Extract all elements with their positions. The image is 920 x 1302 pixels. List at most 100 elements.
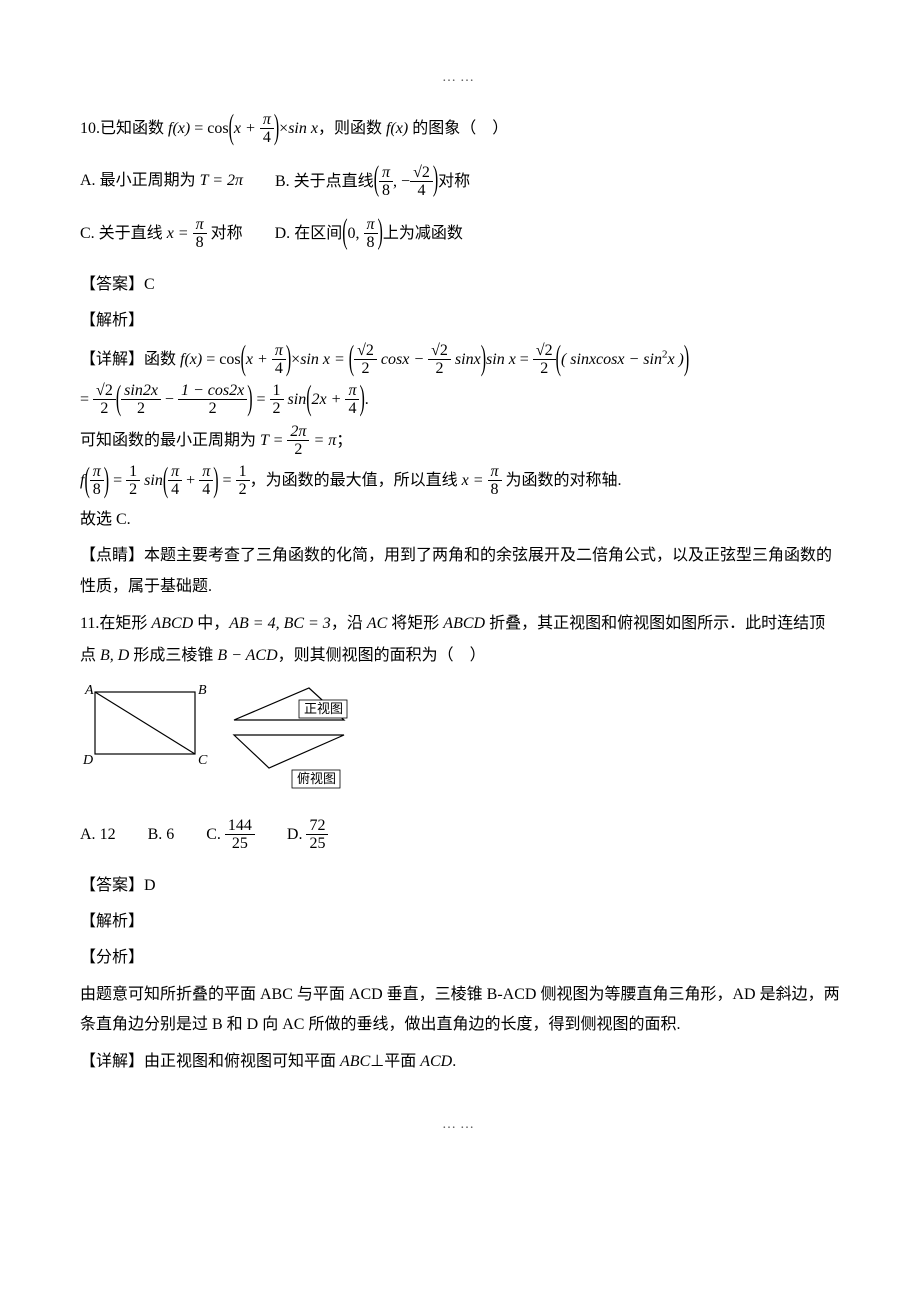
detail-pre: 函数 <box>144 351 180 368</box>
fx2: f(x) <box>386 120 408 137</box>
optC-text: 关于直线 <box>99 225 167 242</box>
q11-d: 将矩形 <box>387 615 443 632</box>
fx3: f(x) <box>180 351 202 368</box>
s2cd: 2 <box>270 400 284 418</box>
q10-dian: 【点睛】本题主要考查了三角函数的化简，用到了两角和的余弦展开及二倍角公式，以及正… <box>80 541 840 602</box>
f8-xeq: x = <box>462 472 488 489</box>
q10-options-row1: A. 最小正周期为 T = 2π B. 关于点直线(π8, −√24)对称 <box>80 165 840 200</box>
optD-bnum: π <box>364 217 378 234</box>
q11-stem: 11.在矩形 ABCD 中，AB = 4, BC = 3，沿 AC 将矩形 AB… <box>80 608 840 672</box>
r2dd: 2 <box>93 400 116 418</box>
bottom-ellipsis: …… <box>80 1117 840 1133</box>
optA-T: T = 2π <box>200 172 243 189</box>
q11-optD-label: D. <box>287 826 307 843</box>
optC-tail: 对称 <box>207 225 243 242</box>
period-eq: = π <box>309 432 336 449</box>
q11-optA-v: 12 <box>100 826 116 843</box>
q11-ans-label: 【答案】 <box>80 877 144 894</box>
s2bd: 2 <box>178 400 247 418</box>
s1-paren: ( sinxcosx − sin <box>561 351 662 368</box>
rparen: ) <box>274 94 279 164</box>
dian-text: 本题主要考查了三角函数的化简，用到了两角和的余弦展开及二倍角公式，以及正弦型三角… <box>80 547 832 594</box>
f8hd: 2 <box>126 481 140 499</box>
sinx: sin x <box>288 120 318 137</box>
r2d: √2 <box>93 383 116 400</box>
q10-post: 的图象（ ） <box>408 120 508 137</box>
rect-abcd-figure: A B C D <box>80 680 210 775</box>
optC-den: 8 <box>193 234 207 252</box>
q11-optB-v: 6 <box>166 826 174 843</box>
s1-times: × <box>291 351 300 368</box>
f8bd: 4 <box>199 481 213 499</box>
dian-label: 【点睛】 <box>80 547 144 564</box>
q10-jiexi: 【解析】 <box>80 306 840 336</box>
q11-detail-c: . <box>452 1053 456 1070</box>
f8d: 8 <box>90 481 104 499</box>
r2bd: 2 <box>428 360 451 378</box>
q11-f: 形成三棱锥 <box>129 647 217 664</box>
top-label: 俯视图 <box>297 771 336 786</box>
q11-optB-label: B. <box>148 826 167 843</box>
r2b: √2 <box>428 343 451 360</box>
optC-label: C. <box>80 225 99 242</box>
q11dn: 72 <box>306 818 328 835</box>
optB-xnum: π <box>379 165 393 182</box>
q10-period: 可知函数的最小正周期为 T = 2π2 = π； <box>80 424 840 459</box>
q11-optA-label: A. <box>80 826 100 843</box>
q10-mid: ，则函数 <box>318 120 386 137</box>
optD-a: 0 <box>348 225 356 242</box>
q11-detail-b: 平面 <box>384 1053 420 1070</box>
s2ad: 2 <box>121 400 161 418</box>
q10-answer: 【答案】C <box>80 270 840 300</box>
q11-fenxi-label: 【分析】 <box>80 943 840 973</box>
q11-figures: A B C D 正视图 俯视图 <box>80 680 840 800</box>
q11-answer: 【答案】D <box>80 871 840 901</box>
q11-optC-label: C. <box>206 826 225 843</box>
s2a: sin2x <box>121 383 161 400</box>
f8-eq1: = <box>109 472 126 489</box>
q10-optA: A. 最小正周期为 T = 2π <box>80 167 243 196</box>
s2c: 1 <box>270 383 284 400</box>
AC: AC <box>367 615 387 632</box>
f8-tail-b: 为函数的对称轴. <box>502 472 622 489</box>
q10-optB: B. 关于点直线(π8, −√24)对称 <box>275 165 470 200</box>
perp: ⊥ <box>370 1053 384 1070</box>
ABC: ABC <box>340 1053 370 1070</box>
f8hn: 1 <box>126 464 140 481</box>
optB-rp: ) <box>433 150 438 213</box>
q10-detail-2: = √22(sin2x2 − 1 − cos2x2) = 12 sin(2x +… <box>80 383 840 418</box>
q11-optB: B. 6 <box>148 821 175 850</box>
q11-optA: A. 12 <box>80 821 116 850</box>
eq-cos: = cos <box>190 120 228 137</box>
r2cd: 2 <box>533 360 556 378</box>
optB-ynum: √2 <box>410 165 433 182</box>
times: × <box>279 120 288 137</box>
optB-xden: 8 <box>379 182 393 200</box>
detail-label: 【详解】 <box>80 351 144 368</box>
s2b: 1 − cos2x <box>178 383 247 400</box>
lbl-C: C <box>198 753 208 768</box>
optC-xeq: x = <box>167 225 193 242</box>
f8n: π <box>90 464 104 481</box>
f8-tail-a: ，为函数的最大值，所以直线 <box>250 472 462 489</box>
ans-c: C <box>144 276 155 293</box>
optA-text: 最小正周期为 <box>100 172 200 189</box>
r2a: √2 <box>354 343 377 360</box>
r2c: √2 <box>533 343 556 360</box>
ans-label: 【答案】 <box>80 276 144 293</box>
q11-b: 中， <box>193 615 229 632</box>
q11dd: 25 <box>306 835 328 853</box>
lbl-B: B <box>198 683 207 698</box>
f8ad: 4 <box>168 481 182 499</box>
arg-x: x + <box>234 120 260 137</box>
four: 4 <box>260 129 274 147</box>
q10-stem-pre: 已知函数 <box>100 120 168 137</box>
r2ad: 2 <box>354 360 377 378</box>
f8-plus: + <box>182 472 199 489</box>
ABCD: ABCD <box>151 615 193 632</box>
q11-detail-a: 由正视图和俯视图可知平面 <box>144 1053 340 1070</box>
s1-sinx2: sinx <box>451 351 481 368</box>
q11-detail: 【详解】由正视图和俯视图可知平面 ABC⊥平面 ACD. <box>80 1047 840 1077</box>
optB-label: B. <box>275 173 294 190</box>
optD-lp: ( <box>342 203 347 266</box>
